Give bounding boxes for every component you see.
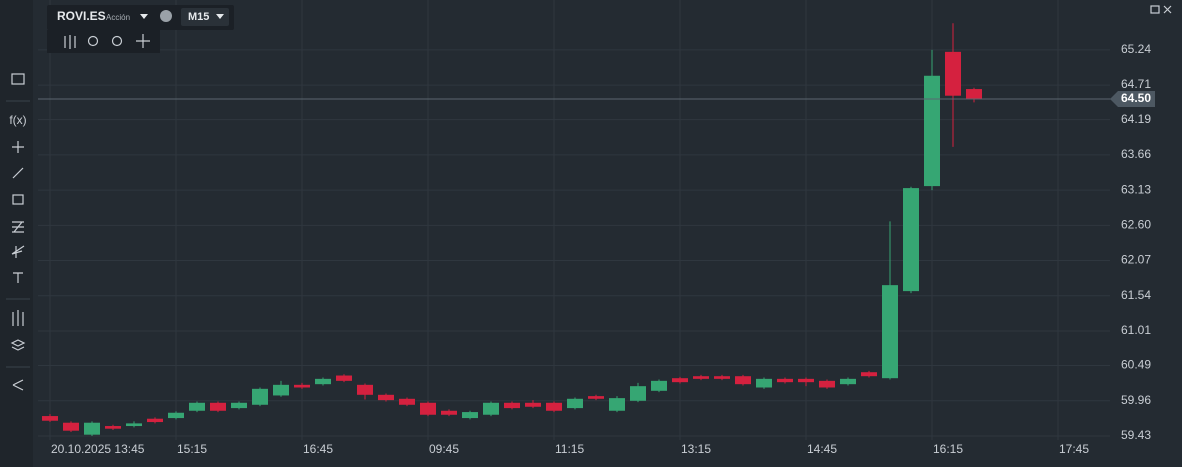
candle-body [420, 402, 436, 415]
left-toolbar: f(x) [0, 0, 33, 467]
x-tick-label: 20.10.2025 13:45 [51, 442, 145, 456]
x-tick-label: 16:45 [303, 442, 333, 456]
candle-body [609, 398, 625, 411]
y-tick-label: 62.60 [1121, 217, 1151, 231]
candle-body [441, 410, 457, 415]
candle-body [714, 376, 730, 379]
y-tick-label: 61.54 [1121, 288, 1151, 302]
line-icon[interactable] [12, 167, 24, 179]
dropdown-arrow[interactable] [140, 14, 148, 19]
candle-body [210, 402, 226, 411]
chart-type-icon[interactable] [12, 310, 24, 326]
symbol-header: ROVI.ES Acción M15 [47, 5, 234, 53]
y-tick-label: 59.43 [1121, 428, 1151, 442]
candle-body [126, 423, 142, 427]
timeframe-box[interactable] [181, 8, 229, 26]
x-tick-label: 14:45 [807, 442, 837, 456]
candle-body [189, 402, 205, 411]
candle-body [315, 378, 331, 385]
crosshair-icon[interactable] [12, 141, 24, 153]
candle-body [294, 384, 310, 388]
candle-body [861, 372, 877, 377]
candle-body [273, 384, 289, 396]
candle-body [462, 412, 478, 419]
candle-body [399, 398, 415, 405]
candle-body [252, 388, 268, 405]
fib-icon[interactable] [12, 221, 24, 233]
candle-body [945, 51, 961, 96]
candle-body [693, 376, 709, 379]
candle-body [651, 380, 667, 391]
candle-body [630, 386, 646, 401]
candle-body [378, 394, 394, 401]
dropdown-arrow[interactable] [216, 14, 224, 19]
y-tick-label: 61.01 [1121, 323, 1151, 337]
y-tick-label: 60.49 [1121, 358, 1151, 372]
close-button[interactable] [1163, 5, 1172, 14]
candle-body [105, 426, 121, 429]
current-price-label: 64.50 [1121, 91, 1151, 105]
info-icon[interactable] [160, 10, 172, 22]
x-tick-label: 16:15 [933, 442, 963, 456]
y-tick-label: 62.07 [1121, 253, 1151, 267]
candle-body [504, 402, 520, 409]
candle-body [546, 402, 562, 411]
zoom-in-button[interactable] [111, 35, 123, 47]
y-tick-label: 64.71 [1121, 77, 1151, 91]
candle-body [777, 378, 793, 383]
candle-body [483, 402, 499, 415]
y-tick-label: 59.96 [1121, 393, 1151, 407]
x-tick-label: 09:45 [429, 442, 459, 456]
fan-icon[interactable] [11, 245, 25, 258]
x-tick-label: 13:15 [681, 442, 711, 456]
timeframe[interactable]: M15 [188, 11, 209, 23]
candle-body [819, 380, 835, 388]
candle-body [525, 402, 541, 407]
candle-body [231, 402, 247, 409]
candle-body [756, 378, 772, 388]
toolbar-bg [0, 0, 33, 467]
maximize-button[interactable] [1150, 5, 1160, 14]
zoom-out-button[interactable] [87, 35, 99, 47]
layout-icon[interactable] [11, 73, 25, 85]
candle-body [882, 285, 898, 379]
candle-body [147, 418, 163, 423]
y-tick-label: 64.19 [1121, 112, 1151, 126]
candle-body [84, 422, 100, 435]
candle-body [336, 375, 352, 381]
candle-body [735, 376, 751, 385]
y-tick-label: 63.66 [1121, 147, 1151, 161]
pan-button[interactable] [136, 34, 150, 48]
candle-body [42, 416, 58, 421]
y-tick-label: 63.13 [1121, 182, 1151, 196]
layers-icon[interactable] [10, 339, 26, 351]
chart-style-button[interactable] [64, 35, 76, 49]
candle-body [357, 384, 373, 395]
candle-body [168, 412, 184, 419]
y-tick-label: 65.24 [1121, 42, 1151, 56]
candle-body [966, 89, 982, 100]
instrument-type: Acción [106, 13, 130, 22]
symbol[interactable]: ROVI.ES [57, 9, 106, 23]
candle-body [63, 422, 79, 431]
candle-body [588, 396, 604, 399]
x-tick-label: 11:15 [555, 442, 584, 456]
candle-body [840, 378, 856, 385]
plot-area: 65.24 64.71 64.19 63.66 63.13 62.60 62.07 61.54… [38, 0, 1155, 456]
window-controls [1150, 5, 1172, 14]
candle-body [672, 378, 688, 383]
candle-body [924, 75, 940, 187]
candle-body [567, 398, 583, 409]
text-icon[interactable] [13, 272, 23, 283]
current-price-tag [1110, 91, 1155, 108]
indicator-button[interactable]: f(x) [9, 113, 26, 127]
x-tick-label: 17:45 [1059, 442, 1089, 456]
candle-body [798, 378, 814, 383]
rect-icon[interactable] [12, 194, 24, 205]
x-tick-label: 15:15 [177, 442, 207, 456]
share-icon[interactable] [12, 379, 24, 391]
candle-body [903, 188, 919, 292]
